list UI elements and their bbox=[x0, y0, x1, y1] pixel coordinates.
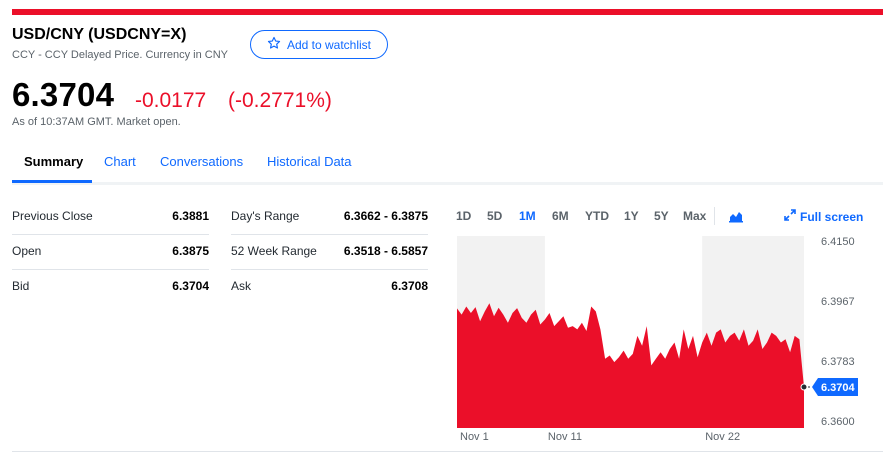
stat-value: 6.3518 - 6.5857 bbox=[343, 244, 428, 258]
y-axis-ticks: 6.4150 6.3967 6.3783 6.3600 bbox=[821, 236, 855, 428]
stat-label: Bid bbox=[12, 279, 30, 293]
stat-label: Previous Close bbox=[12, 209, 93, 223]
current-price-marker bbox=[800, 383, 808, 391]
divider bbox=[12, 451, 883, 452]
add-to-watchlist-button[interactable]: Add to watchlist bbox=[250, 30, 388, 59]
stat-value: 6.3662 - 6.3875 bbox=[343, 209, 428, 223]
stat-value: 6.3881 bbox=[172, 209, 209, 223]
y-tick-label: 6.3600 bbox=[821, 416, 855, 428]
full-screen-label: Full screen bbox=[800, 209, 864, 224]
session-shade-band bbox=[702, 236, 804, 428]
range-5d[interactable]: 5D bbox=[487, 209, 503, 223]
session-shade-band bbox=[457, 236, 545, 428]
expand-arrows-icon bbox=[784, 209, 796, 224]
range-ytd[interactable]: YTD bbox=[585, 209, 609, 223]
quote-tabs: Summary Chart Conversations Historical D… bbox=[12, 150, 883, 185]
y-tick-label: 6.3967 bbox=[821, 296, 855, 308]
price-change: -0.0177 bbox=[135, 89, 207, 112]
tab-conversations[interactable]: Conversations bbox=[160, 154, 244, 169]
current-price-badge-shape bbox=[812, 377, 858, 396]
watchlist-label: Add to watchlist bbox=[286, 37, 372, 52]
range-divider bbox=[714, 207, 715, 225]
current-price-badge: 6.3704 bbox=[812, 377, 858, 396]
tab-chart[interactable]: Chart bbox=[104, 154, 136, 169]
range-1y[interactable]: 1Y bbox=[624, 209, 639, 223]
range-1d[interactable]: 1D bbox=[456, 209, 472, 223]
stat-value: 6.3875 bbox=[172, 244, 209, 258]
x-tick-label: Nov 22 bbox=[705, 431, 740, 443]
area-chart-icon[interactable] bbox=[729, 209, 743, 223]
x-axis-ticks: Nov 1 Nov 11 Nov 22 bbox=[460, 431, 740, 443]
stat-value: 6.3704 bbox=[172, 279, 209, 293]
active-tab-indicator bbox=[12, 180, 92, 183]
y-tick-label: 6.3783 bbox=[821, 356, 855, 368]
price-change-percent: (-0.2771%) bbox=[228, 89, 332, 112]
range-max[interactable]: Max bbox=[683, 209, 707, 223]
range-1m[interactable]: 1M bbox=[519, 209, 536, 223]
price-area bbox=[457, 303, 804, 428]
stat-row-ask: Ask 6.3708 bbox=[231, 270, 428, 305]
stat-row-52-week-range: 52 Week Range 6.3518 - 6.5857 bbox=[231, 235, 428, 270]
quote-subtitle: CCY - CCY Delayed Price. Currency in CNY bbox=[12, 49, 228, 61]
star-icon bbox=[267, 36, 281, 53]
stat-row-bid: Bid 6.3704 bbox=[12, 270, 209, 305]
y-tick-label: 6.4150 bbox=[821, 236, 855, 248]
page-title: USD/CNY (USDCNY=X) bbox=[12, 26, 187, 43]
stat-row-days-range: Day's Range 6.3662 - 6.3875 bbox=[231, 200, 428, 235]
stat-row-open: Open 6.3875 bbox=[12, 235, 209, 270]
tab-historical-data[interactable]: Historical Data bbox=[267, 154, 352, 169]
range-5y[interactable]: 5Y bbox=[654, 209, 669, 223]
full-screen-button[interactable]: Full screen bbox=[784, 209, 863, 224]
market-status: As of 10:37AM GMT. Market open. bbox=[12, 116, 181, 128]
brand-bar bbox=[12, 9, 883, 15]
tab-summary[interactable]: Summary bbox=[24, 154, 84, 169]
stat-label: 52 Week Range bbox=[231, 244, 317, 258]
stat-label: Open bbox=[12, 244, 42, 258]
stat-row-previous-close: Previous Close 6.3881 bbox=[12, 200, 209, 235]
current-price: 6.3704 bbox=[12, 76, 115, 113]
x-tick-label: Nov 1 bbox=[460, 431, 489, 443]
stat-value: 6.3708 bbox=[391, 279, 428, 293]
current-price-badge-label: 6.3704 bbox=[821, 382, 856, 394]
x-tick-label: Nov 11 bbox=[548, 431, 582, 443]
session-shading bbox=[457, 236, 804, 428]
stat-label: Ask bbox=[231, 279, 252, 293]
stat-label: Day's Range bbox=[231, 209, 300, 223]
range-6m[interactable]: 6M bbox=[552, 209, 569, 223]
